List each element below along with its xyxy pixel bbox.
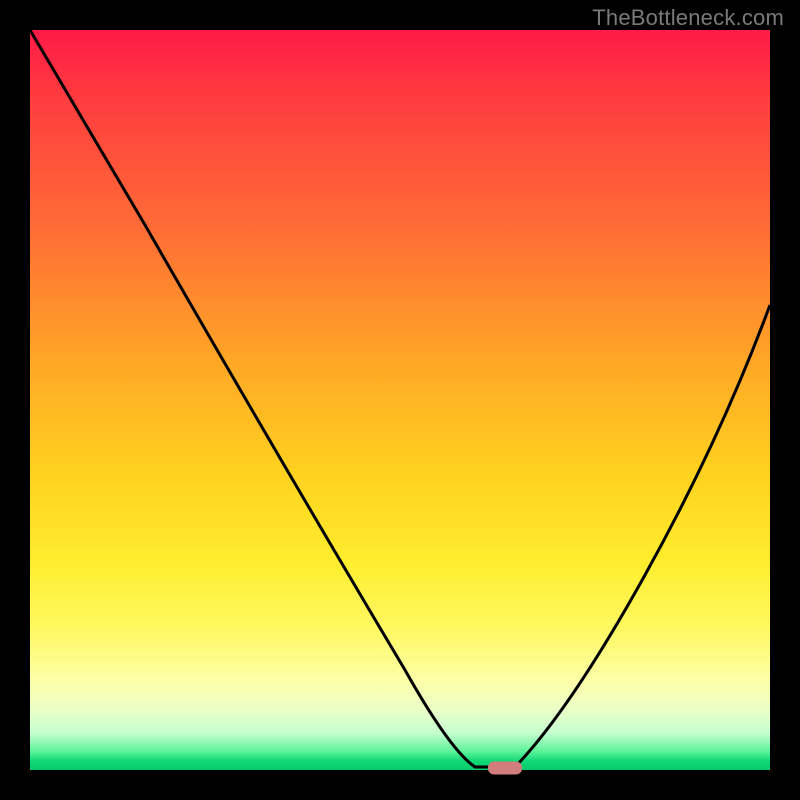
curve-path <box>30 30 770 767</box>
optimal-marker <box>488 762 522 775</box>
bottleneck-curve <box>30 30 770 770</box>
plot-area <box>30 30 770 770</box>
watermark-text: TheBottleneck.com <box>592 5 784 31</box>
